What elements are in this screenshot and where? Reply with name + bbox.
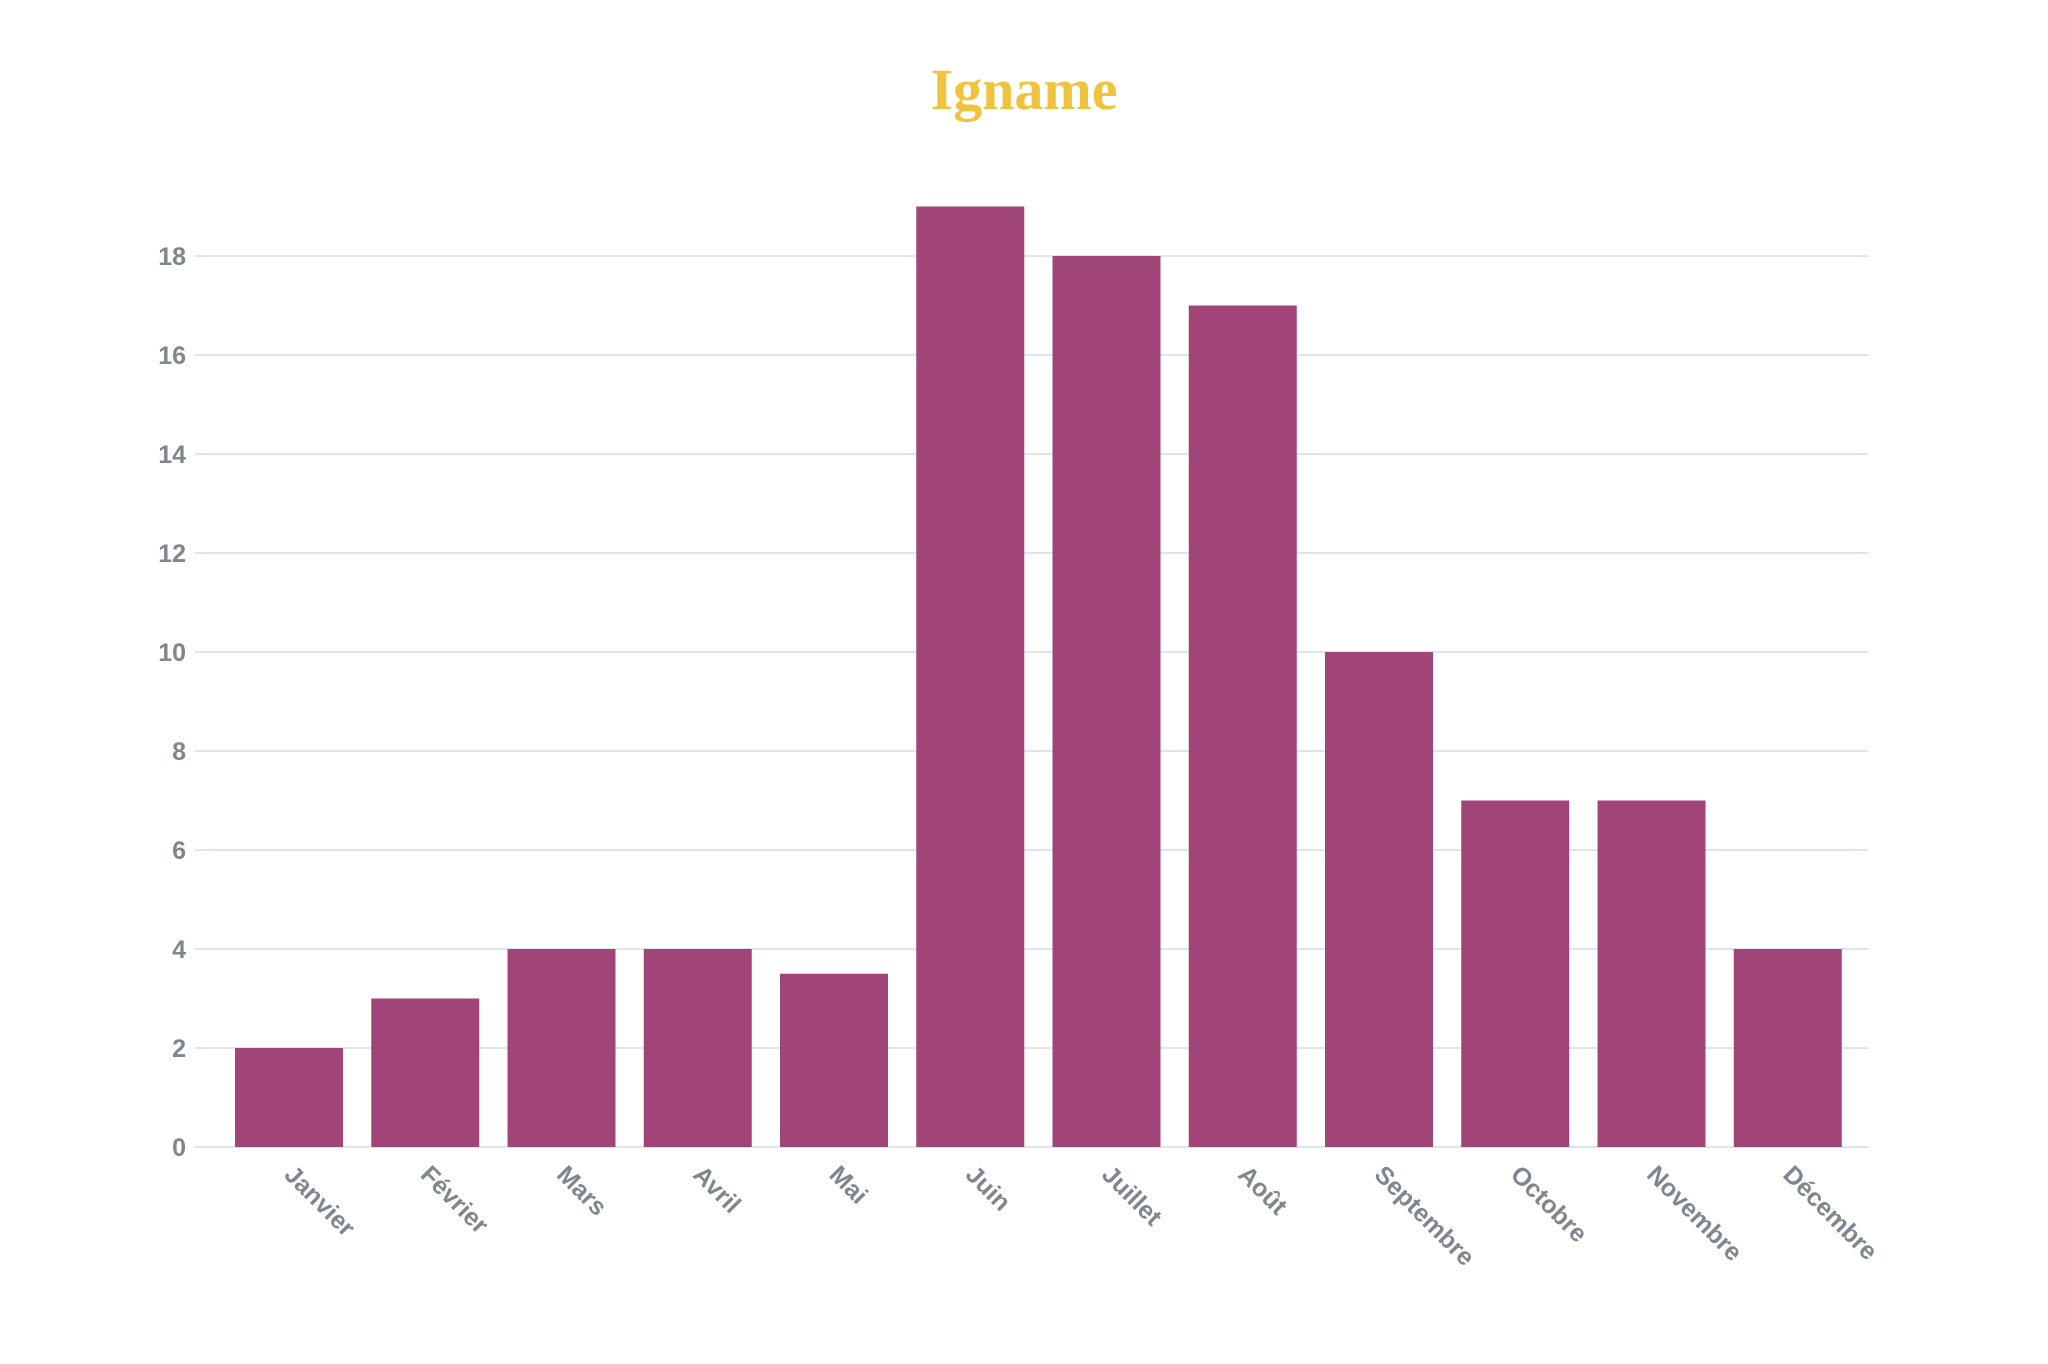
x-axis-ticks: Janvier Février Mars Avril Mai Juin Juillet Aoû… (279, 1160, 1883, 1271)
y-tick-label: 8 (172, 738, 186, 766)
y-tick-label: 18 (158, 243, 186, 271)
y-tick-label: 16 (158, 342, 186, 370)
y-tick-label: 2 (172, 1035, 186, 1063)
x-tick-label: Octobre (1505, 1160, 1593, 1248)
x-tick-label: Juillet (1096, 1160, 1167, 1231)
bar-décembre (1733, 949, 1842, 1147)
chart-title: Igname (930, 57, 1118, 122)
y-tick-label: 4 (172, 936, 186, 964)
bars (235, 206, 1842, 1147)
y-axis-ticks: 0 2 4 6 8 10 12 14 16 18 (158, 243, 186, 1162)
bar-septembre (1325, 652, 1433, 1147)
x-tick-label: Avril (688, 1160, 746, 1218)
x-tick-label: Mai (824, 1160, 873, 1209)
bar-novembre (1597, 800, 1706, 1147)
y-tick-label: 10 (158, 639, 186, 667)
bar-février (371, 998, 480, 1147)
x-tick-label: Septembre (1369, 1160, 1480, 1271)
bar-août (1188, 305, 1297, 1147)
bar-janvier (235, 1048, 343, 1147)
bar-avril (643, 949, 752, 1147)
bar-octobre (1461, 800, 1570, 1147)
x-tick-label: Juin (960, 1160, 1016, 1216)
x-tick-label: Février (415, 1160, 494, 1239)
grid-lines (195, 255, 1868, 1148)
y-tick-label: 0 (172, 1134, 186, 1162)
y-tick-label: 12 (158, 540, 186, 568)
bar-mars (507, 949, 616, 1147)
bar-juillet (1052, 256, 1161, 1147)
x-tick-label: Mars (551, 1160, 612, 1221)
x-tick-label: Août (1233, 1160, 1294, 1221)
x-tick-label: Novembre (1641, 1160, 1747, 1266)
x-tick-label: Janvier (279, 1160, 361, 1242)
x-tick-label: Décembre (1778, 1160, 1883, 1265)
bar-mai (780, 973, 888, 1147)
y-tick-label: 6 (172, 837, 186, 865)
y-tick-label: 14 (158, 441, 186, 469)
bar-juin (916, 206, 1025, 1147)
